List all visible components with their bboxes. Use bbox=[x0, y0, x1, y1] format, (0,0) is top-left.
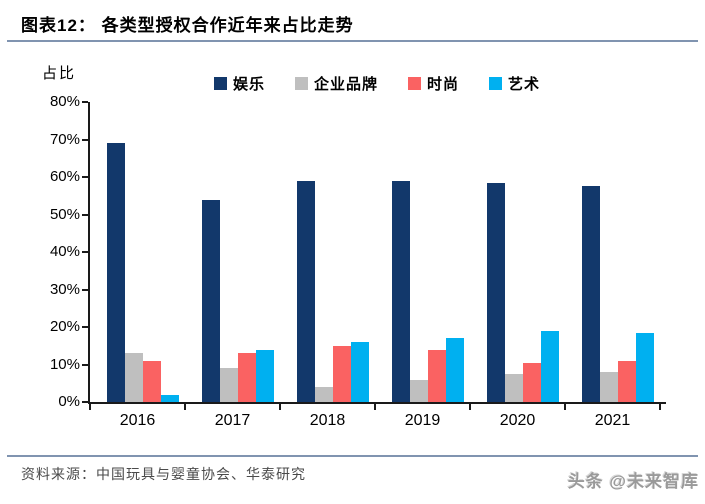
bar bbox=[487, 182, 505, 402]
y-tick bbox=[82, 401, 88, 403]
x-tick bbox=[279, 404, 281, 410]
y-tick-label: 70% bbox=[49, 130, 80, 148]
bar bbox=[582, 186, 600, 402]
footer-rule bbox=[7, 455, 698, 457]
x-tick bbox=[469, 404, 471, 410]
x-tick bbox=[659, 404, 661, 410]
y-tick bbox=[82, 288, 88, 291]
x-category-label: 2018 bbox=[309, 412, 346, 429]
watermark: 头条 @未来智库 bbox=[567, 472, 699, 491]
bar bbox=[125, 353, 143, 402]
bar bbox=[618, 360, 636, 402]
bar bbox=[333, 345, 351, 402]
y-tick-label: 60% bbox=[49, 168, 80, 185]
bar bbox=[523, 362, 541, 402]
bar bbox=[505, 373, 523, 402]
legend-label: 艺术 bbox=[508, 76, 541, 93]
x-category-label: 2019 bbox=[404, 412, 441, 429]
y-tick-label: 40% bbox=[49, 243, 80, 260]
bar bbox=[107, 143, 125, 402]
legend: 娱乐 企业品牌 时尚 艺术 bbox=[90, 73, 664, 94]
y-tick-label: 20% bbox=[49, 318, 80, 335]
y-tick bbox=[82, 251, 88, 253]
bar bbox=[143, 360, 161, 402]
legend-swatch bbox=[213, 77, 227, 90]
bar bbox=[600, 372, 618, 402]
legend-item: 娱乐 bbox=[213, 73, 265, 94]
bar bbox=[202, 199, 220, 402]
x-category-label: 2017 bbox=[214, 412, 251, 429]
y-tick bbox=[82, 213, 88, 216]
x-category-label: 2021 bbox=[594, 412, 631, 429]
source-note: 资料来源：中国玩具与婴童协会、华泰研究 bbox=[21, 468, 306, 483]
x-category-label: 2020 bbox=[499, 412, 536, 429]
bar bbox=[541, 330, 559, 402]
y-tick-label: 30% bbox=[49, 280, 80, 298]
bar bbox=[410, 379, 428, 402]
x-tick bbox=[374, 404, 376, 410]
legend-item: 企业品牌 bbox=[294, 73, 378, 94]
bar bbox=[315, 387, 333, 402]
bar bbox=[238, 353, 256, 402]
legend-swatch bbox=[408, 77, 421, 90]
y-axis-title: 占比 bbox=[42, 65, 77, 82]
legend-label: 娱乐 bbox=[232, 76, 265, 93]
bar bbox=[392, 180, 410, 402]
x-tick bbox=[89, 404, 91, 410]
legend-label: 时尚 bbox=[427, 76, 460, 93]
x-tick bbox=[184, 404, 186, 410]
plot-area bbox=[90, 102, 660, 402]
y-tick-label: 50% bbox=[49, 205, 80, 223]
bar bbox=[428, 349, 446, 402]
legend-item: 时尚 bbox=[408, 73, 459, 94]
legend-label: 企业品牌 bbox=[313, 76, 378, 93]
y-axis-line bbox=[88, 102, 90, 404]
x-category-label: 2016 bbox=[119, 412, 156, 429]
bar bbox=[636, 332, 654, 402]
y-tick-label: 10% bbox=[49, 355, 80, 373]
x-axis-line bbox=[88, 402, 666, 404]
y-tick-label: 0% bbox=[58, 393, 80, 410]
y-tick bbox=[82, 101, 88, 103]
bar bbox=[161, 394, 179, 402]
bar bbox=[297, 180, 315, 402]
y-tick bbox=[82, 326, 88, 328]
legend-swatch bbox=[294, 77, 308, 90]
bar bbox=[220, 368, 238, 402]
bar bbox=[446, 338, 464, 402]
y-tick bbox=[82, 176, 88, 178]
legend-item: 艺术 bbox=[489, 73, 540, 94]
x-tick bbox=[564, 404, 566, 410]
y-tick-label: 80% bbox=[49, 93, 80, 110]
y-tick bbox=[82, 138, 88, 141]
bar bbox=[351, 342, 369, 402]
title-underline bbox=[7, 40, 698, 42]
bar bbox=[256, 349, 274, 402]
legend-swatch bbox=[489, 77, 503, 90]
figure-title: 图表12： 各类型授权合作近年来占比走势 bbox=[21, 16, 354, 35]
y-tick bbox=[82, 363, 88, 366]
